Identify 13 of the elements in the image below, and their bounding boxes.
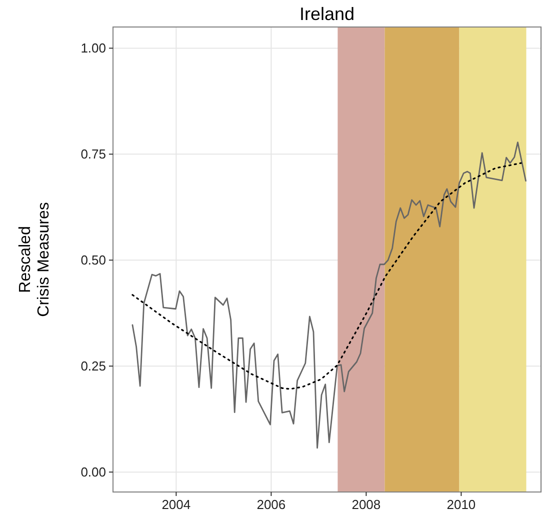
y-tick-label: 1.00 xyxy=(80,40,106,56)
chart-title: Ireland xyxy=(299,4,355,24)
x-tick-label: 2008 xyxy=(352,497,381,512)
y-tick-label: 0.25 xyxy=(80,358,106,374)
y-tick-label: 0.50 xyxy=(80,252,106,268)
x-tick-label: 2010 xyxy=(446,497,476,512)
line-series xyxy=(132,162,522,390)
x-tick-label: 2004 xyxy=(162,497,191,512)
y-tick-label: 0.00 xyxy=(80,464,106,480)
y-tick-label: 0.75 xyxy=(80,146,106,162)
y-axis-title: Rescaled Crisis Measures xyxy=(17,202,52,317)
x-tick-label: 2006 xyxy=(256,497,286,512)
line-series xyxy=(132,142,526,449)
